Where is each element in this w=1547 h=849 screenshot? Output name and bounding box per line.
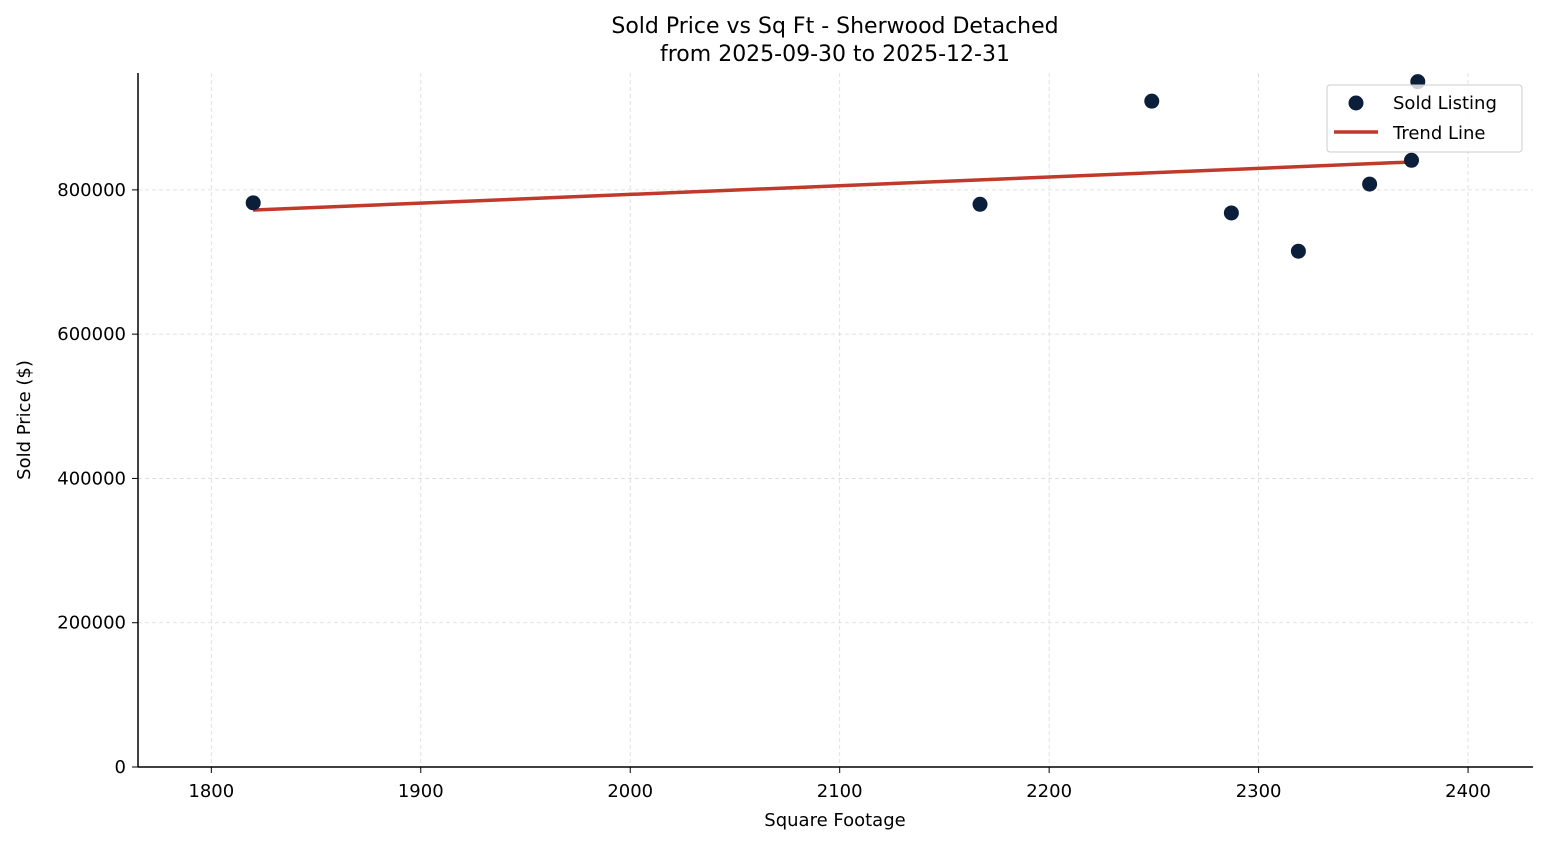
x-tick-label: 2000 [607,781,653,802]
legend: Sold Listing Trend Line [1326,84,1523,153]
x-axis-label: Square Footage [764,810,905,831]
y-tick-label: 200000 [57,613,126,634]
y-tick-label: 0 [115,757,126,778]
chart-title: Sold Price vs Sq Ft - Sherwood Detached [611,14,1058,39]
legend-box [1326,84,1523,153]
chart-subtitle: from 2025-09-30 to 2025-12-31 [660,42,1010,67]
data-point-sold-listing [1404,152,1420,168]
x-tick-label: 2400 [1445,781,1491,802]
legend-marker-sold-listing [1348,95,1364,111]
y-tick-label: 800000 [57,180,126,201]
ticks: 1800 1900 2000 2100 2200 2300 2400 0 200000 40000… [57,180,1491,802]
data-point-sold-listing [1223,205,1239,221]
x-tick-label: 2300 [1236,781,1282,802]
x-tick-label: 1800 [188,781,234,802]
marks [245,74,1426,259]
trend-line [253,159,1418,212]
data-point-sold-listing [245,195,261,211]
y-axis-label: Sold Price ($) [14,360,35,480]
legend-label-sold-listing: Sold Listing [1393,93,1497,114]
x-tick-label: 1900 [398,781,444,802]
y-tick-label: 600000 [57,324,126,345]
grid [138,73,1533,768]
legend-label-trend-line: Trend Line [1392,123,1486,144]
x-tick-label: 2100 [817,781,863,802]
data-point-sold-listing [1290,243,1306,259]
y-tick-label: 400000 [57,468,126,489]
data-point-sold-listing [1362,176,1378,192]
x-tick-label: 2200 [1026,781,1072,802]
data-point-sold-listing [1144,93,1160,109]
data-point-sold-listing [972,196,988,212]
